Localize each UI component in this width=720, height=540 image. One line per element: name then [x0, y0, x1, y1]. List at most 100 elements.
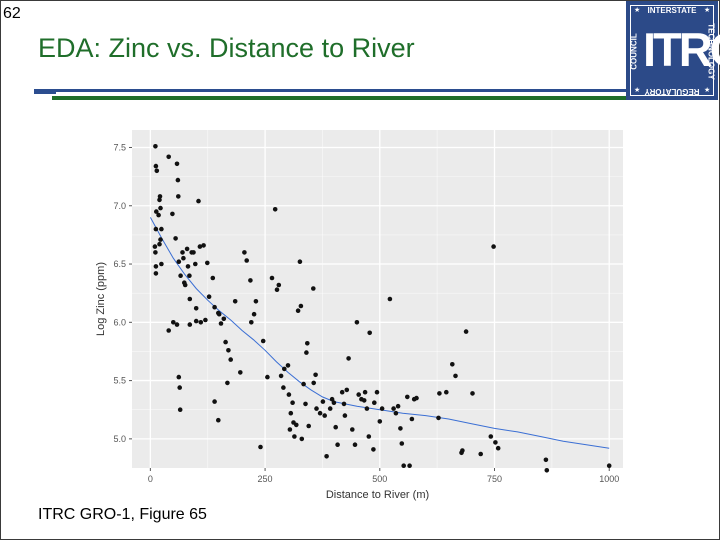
- data-point: [409, 416, 415, 422]
- data-point: [153, 226, 159, 232]
- data-point: [248, 278, 253, 283]
- data-point: [232, 299, 238, 304]
- data-point: [306, 423, 311, 429]
- x-tick-label: 500: [372, 474, 387, 484]
- data-point: [391, 406, 396, 411]
- data-point: [356, 392, 362, 397]
- data-point: [350, 427, 355, 432]
- logo-star-icon: ★: [634, 7, 641, 14]
- logo-acronym: ITRC: [643, 23, 720, 76]
- scatter-chart: 0 250 500 750 1000 5.0 5.5 6.0 6.5 7.0 7.5 Distance…: [95, 130, 623, 501]
- data-point: [304, 350, 309, 355]
- data-point: [157, 197, 162, 203]
- data-point: [154, 209, 159, 214]
- data-point: [193, 261, 198, 267]
- data-point: [203, 317, 208, 323]
- data-point: [361, 398, 367, 403]
- data-point: [216, 311, 222, 317]
- data-point: [379, 406, 385, 411]
- data-point: [196, 198, 201, 204]
- data-point: [444, 389, 449, 395]
- data-point: [374, 389, 380, 395]
- data-point: [176, 194, 181, 199]
- smooth-trend-line: [149, 217, 610, 449]
- data-point: [238, 370, 243, 375]
- data-point: [352, 442, 358, 448]
- x-tick-label: 1000: [599, 474, 619, 484]
- data-point: [249, 320, 254, 325]
- data-point: [152, 244, 158, 249]
- logo-top-text: INTERSTATE: [647, 6, 697, 15]
- data-point: [176, 259, 182, 264]
- data-point: [216, 417, 221, 423]
- data-point: [260, 338, 266, 344]
- data-point: [187, 273, 192, 278]
- data-point: [398, 426, 403, 431]
- data-point: [290, 400, 295, 406]
- data-point: [377, 419, 383, 424]
- data-point: [272, 207, 278, 212]
- data-point: [225, 380, 230, 386]
- data-point: [322, 413, 327, 418]
- data-point: [156, 212, 161, 218]
- data-point: [453, 373, 458, 379]
- data-point: [276, 282, 282, 288]
- data-point: [269, 275, 275, 281]
- data-point: [205, 260, 210, 266]
- title-rule-blue-tail: [34, 92, 56, 94]
- data-point: [226, 348, 231, 353]
- data-point: [367, 330, 373, 336]
- data-point: [166, 328, 171, 333]
- data-point: [182, 282, 188, 288]
- logo-star-icon: ★: [704, 7, 711, 14]
- data-point: [493, 440, 498, 445]
- data-point: [274, 287, 280, 292]
- data-point: [174, 161, 180, 167]
- data-point: [218, 321, 224, 326]
- data-point: [153, 163, 159, 169]
- data-point: [395, 403, 401, 409]
- data-point: [242, 250, 247, 255]
- data-point: [157, 241, 162, 247]
- data-point: [193, 318, 199, 324]
- y-tick-label: 7.0: [113, 201, 126, 211]
- data-point: [281, 385, 286, 390]
- data-point: [339, 389, 345, 395]
- data-point: [294, 422, 299, 428]
- data-point: [341, 401, 347, 407]
- data-point: [286, 392, 292, 397]
- data-point: [177, 385, 182, 390]
- data-point: [299, 436, 305, 442]
- data-point: [159, 226, 164, 232]
- data-point: [292, 434, 297, 439]
- plot-panel: [132, 130, 623, 468]
- data-point: [393, 410, 399, 416]
- title-rule-green: [52, 96, 626, 100]
- data-point: [187, 296, 193, 302]
- data-point: [317, 410, 323, 416]
- data-point: [313, 372, 318, 378]
- data-point: [303, 401, 308, 407]
- data-point: [606, 463, 612, 469]
- data-point: [251, 311, 257, 317]
- data-point: [372, 400, 377, 406]
- data-point: [285, 363, 291, 368]
- data-point: [212, 399, 217, 404]
- data-point: [166, 154, 171, 160]
- data-point: [221, 316, 227, 322]
- y-tick-label: 6.5: [113, 259, 126, 269]
- data-point: [171, 320, 176, 325]
- data-point: [185, 264, 191, 269]
- data-point: [311, 380, 316, 386]
- data-point: [154, 168, 160, 174]
- y-tick-label: 6.0: [113, 317, 126, 327]
- data-point: [158, 237, 163, 242]
- data-point: [401, 463, 407, 469]
- data-point: [346, 356, 351, 361]
- data-point: [258, 444, 263, 450]
- data-point: [371, 447, 376, 452]
- data-point: [288, 410, 294, 416]
- data-point: [364, 406, 370, 411]
- data-point: [253, 299, 259, 304]
- data-point: [478, 451, 484, 457]
